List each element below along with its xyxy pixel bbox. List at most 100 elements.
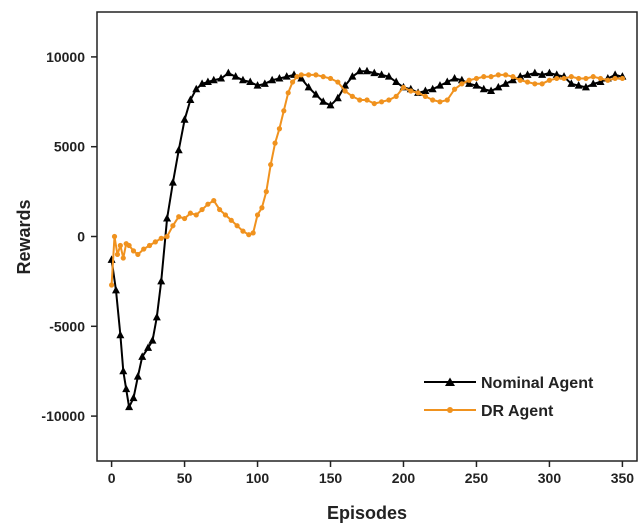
data-point-nominal-agent — [224, 68, 233, 77]
data-point-nominal-agent — [435, 81, 444, 89]
data-point-nominal-agent — [581, 82, 590, 91]
data-point-dr-agent — [254, 212, 261, 218]
data-point-nominal-agent — [209, 75, 218, 84]
y-tick-label: -10000 — [41, 408, 85, 424]
data-point-nominal-agent — [523, 70, 532, 78]
legend-marker-circle-icon — [447, 407, 453, 413]
data-point-nominal-agent — [168, 178, 177, 186]
data-point-nominal-agent — [260, 79, 269, 87]
data-point-dr-agent — [120, 255, 126, 261]
legend: Nominal Agent DR Agent — [424, 375, 594, 420]
data-point-dr-agent — [114, 251, 121, 258]
data-point-nominal-agent — [192, 84, 201, 93]
data-point-nominal-agent — [472, 81, 481, 89]
data-point-nominal-agent — [355, 66, 364, 75]
data-point-dr-agent — [349, 93, 356, 100]
data-point-dr-agent — [437, 99, 443, 105]
data-point-dr-agent — [422, 93, 428, 100]
data-point-dr-agent — [568, 74, 574, 80]
data-point-nominal-agent — [611, 70, 620, 78]
data-point-nominal-agent — [567, 79, 576, 87]
data-point-dr-agent — [503, 72, 509, 78]
data-point-nominal-agent — [122, 384, 131, 393]
legend-label-nominal-agent: Nominal Agent — [481, 375, 594, 392]
legend-marker-triangle-icon — [445, 377, 455, 386]
data-point-dr-agent — [246, 232, 252, 238]
data-point-dr-agent — [576, 75, 582, 82]
x-tick-label: 150 — [319, 470, 343, 486]
data-point-dr-agent — [158, 235, 164, 241]
data-point-dr-agent — [176, 214, 182, 220]
y-tick-label: 10000 — [46, 49, 85, 65]
legend-entry-nominal-agent: Nominal Agent — [424, 375, 594, 392]
data-point-nominal-agent — [421, 86, 430, 95]
data-point-dr-agent — [272, 140, 278, 146]
data-point-nominal-agent — [253, 81, 262, 89]
data-point-dr-agent — [510, 74, 516, 80]
data-point-dr-agent — [408, 88, 414, 94]
data-point-nominal-agent — [157, 276, 166, 285]
data-point-nominal-agent — [282, 72, 291, 80]
data-point-nominal-agent — [545, 68, 554, 77]
data-point-nominal-agent — [186, 95, 195, 104]
data-point-dr-agent — [152, 239, 158, 245]
data-point-nominal-agent — [370, 68, 379, 77]
data-point-dr-agent — [517, 77, 523, 83]
data-point-dr-agent — [619, 75, 626, 82]
data-point-nominal-agent — [392, 77, 401, 86]
x-axis-label: Episodes — [327, 503, 407, 523]
data-point-dr-agent — [524, 79, 531, 85]
data-point-dr-agent — [400, 84, 407, 91]
data-point-nominal-agent — [180, 115, 189, 123]
data-point-dr-agent — [108, 282, 115, 288]
data-point-dr-agent — [539, 81, 545, 87]
data-point-dr-agent — [205, 201, 211, 207]
data-point-nominal-agent — [443, 77, 452, 86]
data-point-nominal-agent — [516, 72, 525, 80]
data-point-dr-agent — [532, 81, 538, 87]
x-tick-label: 200 — [392, 470, 416, 486]
data-point-nominal-agent — [268, 75, 277, 84]
data-point-dr-agent — [495, 72, 501, 78]
x-tick-label: 0 — [108, 470, 116, 486]
data-point-nominal-agent — [217, 73, 226, 82]
data-point-dr-agent — [430, 97, 436, 103]
data-point-dr-agent — [444, 97, 450, 103]
data-point-dr-agent — [561, 75, 567, 82]
legend-label-dr-agent: DR Agent — [481, 403, 554, 420]
data-point-nominal-agent — [107, 255, 116, 263]
data-point-dr-agent — [187, 210, 194, 216]
data-point-nominal-agent — [341, 81, 350, 89]
data-point-dr-agent — [554, 75, 560, 82]
y-tick-label: -5000 — [49, 318, 85, 334]
data-point-nominal-agent — [363, 66, 371, 75]
data-point-dr-agent — [473, 75, 480, 82]
data-point-nominal-agent — [465, 79, 474, 87]
series-layer — [107, 66, 627, 411]
data-point-dr-agent — [313, 72, 319, 78]
data-point-nominal-agent — [246, 77, 255, 86]
data-point-dr-agent — [281, 108, 287, 114]
data-point-dr-agent — [181, 215, 188, 222]
data-point-dr-agent — [146, 242, 153, 249]
x-tick-label: 100 — [246, 470, 270, 486]
data-point-dr-agent — [289, 79, 296, 85]
data-point-dr-agent — [386, 97, 392, 103]
data-point-nominal-agent — [596, 77, 605, 86]
data-point-nominal-agent — [319, 97, 328, 105]
data-point-dr-agent — [259, 205, 265, 211]
data-point-dr-agent — [306, 72, 312, 78]
y-tick-label: 0 — [77, 229, 85, 245]
data-point-nominal-agent — [530, 68, 539, 77]
data-point-dr-agent — [170, 223, 176, 229]
data-point-dr-agent — [222, 212, 229, 218]
data-point-dr-agent — [111, 233, 118, 240]
data-point-dr-agent — [481, 74, 487, 80]
data-point-nominal-agent — [457, 75, 466, 84]
data-point-dr-agent — [327, 75, 334, 82]
data-point-nominal-agent — [574, 81, 583, 89]
data-point-dr-agent — [228, 217, 234, 223]
data-point-dr-agent — [597, 75, 604, 82]
data-point-nominal-agent — [333, 93, 342, 102]
data-point-dr-agent — [240, 228, 246, 234]
